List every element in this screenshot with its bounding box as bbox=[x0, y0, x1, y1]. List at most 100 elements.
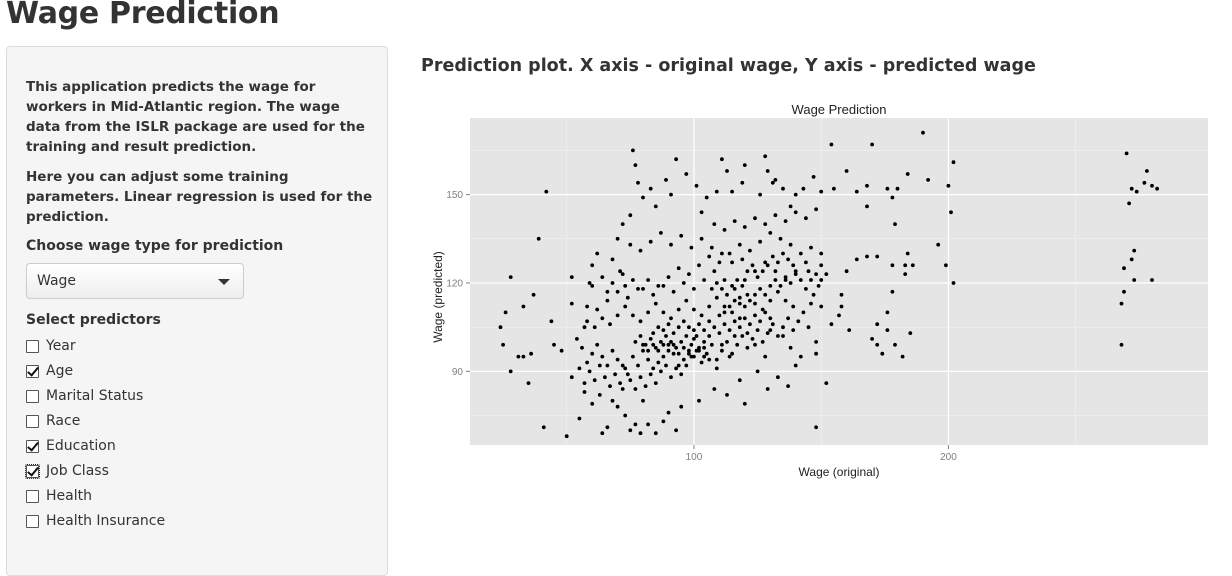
data-point bbox=[737, 295, 742, 300]
data-point bbox=[783, 275, 788, 279]
data-point bbox=[605, 289, 610, 294]
data-point bbox=[768, 298, 773, 303]
data-point bbox=[801, 310, 806, 315]
data-point bbox=[778, 236, 783, 241]
data-point bbox=[811, 292, 816, 297]
data-point bbox=[676, 266, 681, 271]
data-point bbox=[666, 410, 671, 415]
checkbox-icon[interactable] bbox=[26, 364, 39, 378]
checkbox-icon[interactable] bbox=[25, 463, 40, 479]
data-point bbox=[638, 248, 643, 253]
data-point bbox=[949, 210, 953, 215]
data-point bbox=[781, 251, 785, 256]
data-point bbox=[740, 284, 745, 288]
data-point bbox=[692, 354, 696, 359]
data-point bbox=[697, 345, 701, 350]
data-point bbox=[651, 366, 656, 371]
checkbox-icon[interactable] bbox=[26, 514, 39, 528]
data-point bbox=[727, 304, 732, 309]
data-point bbox=[689, 245, 694, 250]
data-point bbox=[765, 169, 770, 173]
data-point bbox=[613, 372, 617, 377]
app-description-parameters: Here you can adjust some training parame… bbox=[26, 169, 373, 225]
data-point bbox=[722, 322, 727, 327]
data-point bbox=[890, 195, 895, 200]
y-axis-label: Wage (predicted) bbox=[431, 251, 445, 343]
predictor-checkbox-age[interactable]: Age bbox=[26, 361, 73, 381]
checkbox-icon[interactable] bbox=[26, 389, 39, 403]
checkbox-icon[interactable] bbox=[26, 339, 39, 353]
data-point bbox=[648, 337, 653, 341]
data-point bbox=[585, 304, 589, 309]
data-point bbox=[697, 398, 701, 403]
data-point bbox=[722, 310, 727, 315]
checkbox-icon[interactable] bbox=[26, 439, 39, 453]
data-point bbox=[819, 251, 824, 256]
checkbox-icon[interactable] bbox=[26, 489, 39, 503]
data-point bbox=[669, 192, 673, 197]
data-point bbox=[641, 195, 645, 200]
data-point bbox=[636, 363, 640, 368]
data-point bbox=[590, 284, 595, 288]
data-point bbox=[707, 319, 712, 324]
data-points bbox=[498, 130, 1159, 439]
data-point bbox=[498, 325, 503, 330]
data-point bbox=[681, 357, 686, 362]
data-point bbox=[580, 345, 584, 350]
data-point bbox=[740, 334, 745, 338]
data-point bbox=[865, 183, 869, 188]
data-point bbox=[885, 186, 890, 191]
data-point bbox=[707, 304, 712, 309]
data-point bbox=[753, 292, 757, 297]
data-point bbox=[1122, 266, 1126, 271]
data-point bbox=[702, 328, 706, 332]
data-point bbox=[714, 366, 719, 371]
data-point bbox=[587, 281, 592, 285]
data-point bbox=[552, 342, 556, 347]
data-point bbox=[732, 219, 737, 223]
data-point bbox=[669, 242, 673, 247]
predictor-checkbox-health[interactable]: Health bbox=[26, 486, 92, 506]
data-point bbox=[745, 331, 750, 335]
predictor-checkbox-health-insurance[interactable]: Health Insurance bbox=[26, 511, 165, 531]
data-point bbox=[600, 275, 605, 279]
prediction-scatter-plot: 100 200 90 120 150 Wage Prediction Wage (ori… bbox=[431, 102, 1208, 479]
data-point bbox=[900, 354, 905, 359]
wage-type-select[interactable]: Wage bbox=[26, 263, 244, 299]
checkbox-label: Health bbox=[46, 488, 92, 504]
data-point bbox=[595, 342, 600, 347]
predictor-checkbox-marital-status[interactable]: Marital Status bbox=[26, 386, 143, 406]
data-point bbox=[659, 369, 663, 374]
data-point bbox=[793, 210, 798, 215]
data-point bbox=[699, 210, 704, 215]
data-point bbox=[671, 331, 676, 335]
data-point bbox=[531, 292, 536, 297]
data-point bbox=[946, 183, 951, 188]
predictor-checkbox-year[interactable]: Year bbox=[26, 336, 76, 356]
data-point bbox=[605, 298, 610, 303]
data-point bbox=[638, 334, 643, 338]
data-point bbox=[740, 180, 745, 185]
data-point bbox=[819, 278, 824, 282]
data-point bbox=[712, 325, 717, 330]
checkbox-icon[interactable] bbox=[26, 414, 39, 428]
data-point bbox=[717, 313, 722, 318]
data-point bbox=[819, 263, 824, 268]
data-point bbox=[725, 169, 729, 173]
data-point bbox=[636, 180, 640, 185]
data-point bbox=[689, 342, 694, 347]
data-point bbox=[704, 195, 709, 200]
data-point bbox=[895, 186, 900, 191]
data-point bbox=[730, 284, 734, 288]
predictor-checkbox-education[interactable]: Education bbox=[26, 436, 116, 456]
data-point bbox=[641, 287, 645, 291]
data-point bbox=[692, 307, 696, 312]
data-point bbox=[638, 319, 643, 324]
predictor-checkbox-job-class[interactable]: Job Class bbox=[25, 461, 109, 481]
data-point bbox=[664, 363, 668, 368]
data-point bbox=[605, 363, 610, 368]
data-point bbox=[765, 387, 770, 391]
data-point bbox=[753, 301, 757, 306]
predictor-checkbox-race[interactable]: Race bbox=[26, 411, 80, 431]
data-point bbox=[646, 422, 650, 427]
